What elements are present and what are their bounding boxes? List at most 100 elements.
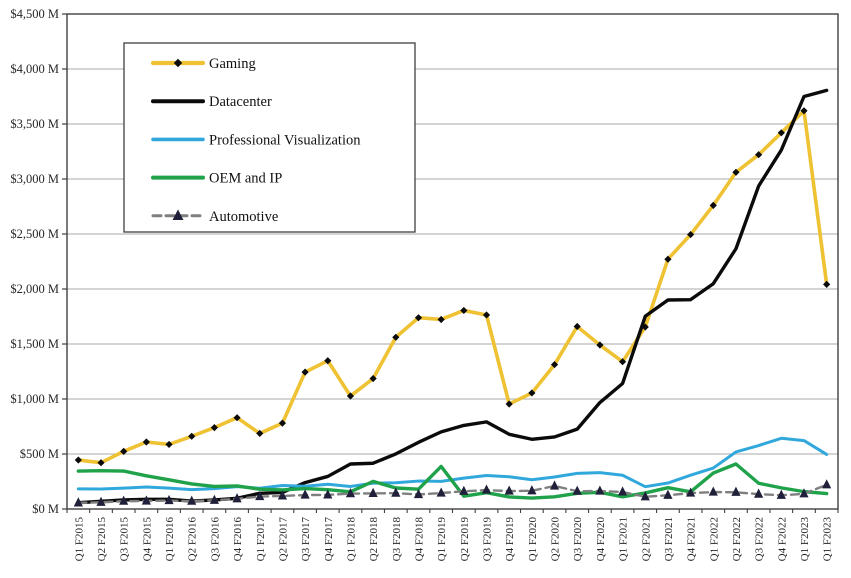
triangle-marker [549,480,560,490]
x-tick-label: Q2 F2022 [731,517,743,561]
triangle-marker [799,488,809,498]
x-tick-label: Q1 F2015 [73,517,85,562]
triangle-marker [323,489,333,499]
x-tick-label: Q4 F2018 [413,517,425,562]
diamond-marker [97,459,105,467]
x-tick-label: Q1 F2020 [527,517,539,562]
legend: Gaming Datacenter Professional Visualizati… [123,42,416,233]
triangle-marker [754,488,764,498]
diamond-marker [346,392,355,400]
diamond-marker [414,314,423,322]
triangle-marker [391,487,401,497]
y-tick-label: $1,500 M [10,337,59,351]
x-tick-label: Q1 F2023 [799,517,811,562]
diamond-marker [755,151,763,159]
legend-label: Datacenter [209,94,272,110]
y-tick-label: $1,000 M [10,392,59,406]
x-tick-label: Q4 F2019 [504,517,516,562]
diamond-marker [732,168,740,176]
diamond-marker [460,306,468,315]
triangle-marker [413,488,424,499]
triangle-marker [617,486,628,496]
diamond-marker [618,358,627,366]
triangle-marker [255,490,265,501]
legend-label: Professional Visualization [209,132,361,148]
triangle-marker [209,494,219,504]
triangle-marker [708,486,718,496]
series-gaming [74,107,831,467]
legend-item-gaming: Gaming [150,56,256,72]
diamond-marker [482,311,491,319]
x-tick-label: Q1 F2016 [164,517,176,562]
x-tick-label: Q3 F2015 [119,517,131,562]
triangle-marker [640,491,650,501]
diamond-marker [256,429,264,438]
diamond-marker [505,400,513,408]
diamond-marker [324,357,332,365]
x-tick-label: Q2 F2020 [550,517,562,562]
triangle-marker [141,495,151,505]
x-tick-label: Q3 F2022 [754,517,766,561]
y-tick-label: $2,500 M [10,227,59,241]
legend-label: OEM and IP [209,171,282,187]
diamond-marker [392,333,400,341]
triangle-marker [481,484,492,494]
triangle-marker [572,485,582,495]
diamond-marker [777,129,785,137]
diamond-marker [800,107,808,115]
x-tick-label: Q2 F2017 [277,517,289,562]
legend-label: Gaming [209,56,256,72]
diamond-marker [369,374,377,383]
triangle-marker [776,489,786,499]
x-tick-label: Q3 F2020 [572,517,584,562]
triangle-marker [663,489,673,499]
triangle-marker [164,494,174,505]
diamond-marker [709,201,717,209]
y-tick-label: $3,000 M [10,172,59,186]
triangle-marker [595,485,605,495]
x-tick-label: Q2 F2021 [640,517,652,561]
legend-triangle-marker [172,209,184,220]
diamond-marker [596,341,604,349]
y-axis: $0 M $500 M $1,000 M $1,500 M $2,000 M $2,500… [10,7,67,516]
triangle-marker [822,479,832,489]
y-tick-label: $3,500 M [10,117,59,131]
x-tick-label: Q2 F2019 [459,517,471,562]
triangle-marker [527,485,537,495]
x-tick-label: Q1 F2017 [255,517,267,562]
x-tick-label: Q1 F2021 [618,517,630,561]
diamond-marker [687,230,695,239]
x-tick-label: Q3 F2019 [482,517,494,562]
x-tick-label: Q2 F2018 [368,517,380,562]
diamond-marker [74,456,82,464]
y-tick-label: $2,000 M [10,282,59,296]
legend-item-professional-visualization: Professional Visualization [151,132,361,148]
diamond-marker [823,280,831,288]
series-automotive [73,479,832,507]
x-tick-label: Q4 F2015 [141,517,153,562]
x-tick-label: Q1 F2023 [822,517,834,562]
diamond-marker [550,360,559,369]
triangle-marker [368,487,378,497]
x-tick-label: Q4 F2020 [595,517,607,562]
legend-item-datacenter: Datacenter [151,94,272,110]
series-oem-and-ip [76,462,829,500]
diamond-marker [573,322,581,331]
triangle-marker [73,497,83,507]
x-tick-label: Q2 F2015 [96,517,108,562]
x-tick-label: Q3 F2018 [391,517,403,562]
y-tick-label: $500 M [20,447,59,461]
legend-item-oem-and-ip: OEM and IP [151,171,282,187]
diamond-marker [437,315,445,324]
x-tick-label: Q3 F2017 [300,517,312,562]
y-tick-label: $0 M [32,502,59,516]
triangle-marker [300,489,310,499]
triangle-marker [96,496,106,506]
x-tick-label: Q4 F2017 [323,517,335,562]
triangle-marker [504,485,514,495]
diamond-marker [120,447,128,455]
triangle-marker [686,487,696,497]
x-tick-label: Q4 F2016 [232,517,244,562]
